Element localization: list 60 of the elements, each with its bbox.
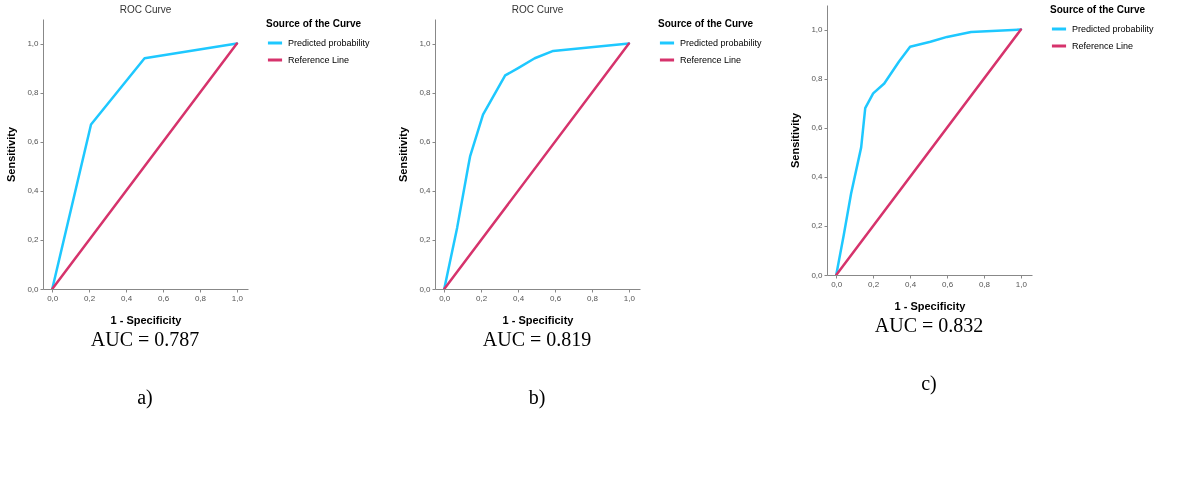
line-series <box>50 42 239 289</box>
chart-title: ROC Curve <box>119 4 172 15</box>
x-tick-label: 1,0 <box>623 293 636 303</box>
y-tick-label: 0,8 <box>419 88 432 98</box>
y-axis-title: Sensitivity <box>5 126 18 183</box>
text: AUC = 0.819 <box>482 328 592 351</box>
x-tick-label: 0,4 <box>905 279 917 289</box>
y-tick-label: 0,8 <box>811 74 824 84</box>
legend-label: Predicted probability <box>680 38 763 48</box>
legend-title: Source of the Curve <box>658 18 754 29</box>
legend-label: Predicted probability <box>288 38 371 48</box>
y-axis-title: Sensitivity <box>397 126 410 183</box>
x-tick-label: 0,6 <box>549 293 562 303</box>
x-axis-title: 1 - Specificity <box>894 299 967 312</box>
y-tick-label: 1,0 <box>419 39 432 49</box>
y-tick-label: 0,6 <box>811 123 824 133</box>
text: AUC = 0.787 <box>90 328 200 351</box>
x-tick-label: 0,0 <box>439 293 451 303</box>
y-tick-label: 0,4 <box>419 186 432 196</box>
line-series <box>442 42 631 289</box>
y-tick-label: 0,8 <box>27 88 40 98</box>
y-tick-label: 0,2 <box>419 235 432 245</box>
text: c) <box>921 371 937 395</box>
x-tick-label: 0,8 <box>978 279 991 289</box>
y-tick-label: 0,6 <box>419 137 432 147</box>
legend-label: Reference Line <box>1072 41 1134 51</box>
text: AUC = 0.832 <box>874 314 984 337</box>
legend-label: Predicted probability <box>1072 24 1155 34</box>
x-axis-title: 1 - Specificity <box>502 313 575 326</box>
text: a) <box>137 385 153 409</box>
x-axis-title: 1 - Specificity <box>110 313 183 326</box>
y-tick-label: 0,2 <box>811 221 824 231</box>
legend-label: Reference Line <box>288 55 350 65</box>
x-tick-label: 0,8 <box>194 293 207 303</box>
chart-title: ROC Curve <box>511 4 564 15</box>
y-tick-label: 1,0 <box>27 39 40 49</box>
x-tick-label: 0,2 <box>868 279 880 289</box>
y-tick-label: 0,4 <box>27 186 40 196</box>
y-tick-label: 0,4 <box>811 172 824 182</box>
legend-title: Source of the Curve <box>1050 4 1146 15</box>
x-tick-label: 0,6 <box>157 293 170 303</box>
x-tick-label: 0,4 <box>121 293 133 303</box>
line-series <box>834 28 1023 275</box>
x-tick-label: 0,0 <box>831 279 843 289</box>
legend-label: Reference Line <box>680 55 742 65</box>
y-tick-label: 0,2 <box>27 235 40 245</box>
y-tick-label: 1,0 <box>811 25 824 35</box>
text: b) <box>528 385 546 409</box>
x-tick-label: 0,2 <box>476 293 488 303</box>
x-tick-label: 0,8 <box>586 293 599 303</box>
x-tick-label: 0,6 <box>941 279 954 289</box>
x-tick-label: 1,0 <box>231 293 244 303</box>
x-tick-label: 0,0 <box>47 293 59 303</box>
x-tick-label: 1,0 <box>1015 279 1028 289</box>
x-tick-label: 0,4 <box>513 293 525 303</box>
y-axis-title: Sensitivity <box>789 112 802 169</box>
x-tick-label: 0,2 <box>84 293 96 303</box>
y-tick-label: 0,0 <box>811 270 824 280</box>
y-tick-label: 0,6 <box>27 137 40 147</box>
legend-title: Source of the Curve <box>266 18 362 29</box>
